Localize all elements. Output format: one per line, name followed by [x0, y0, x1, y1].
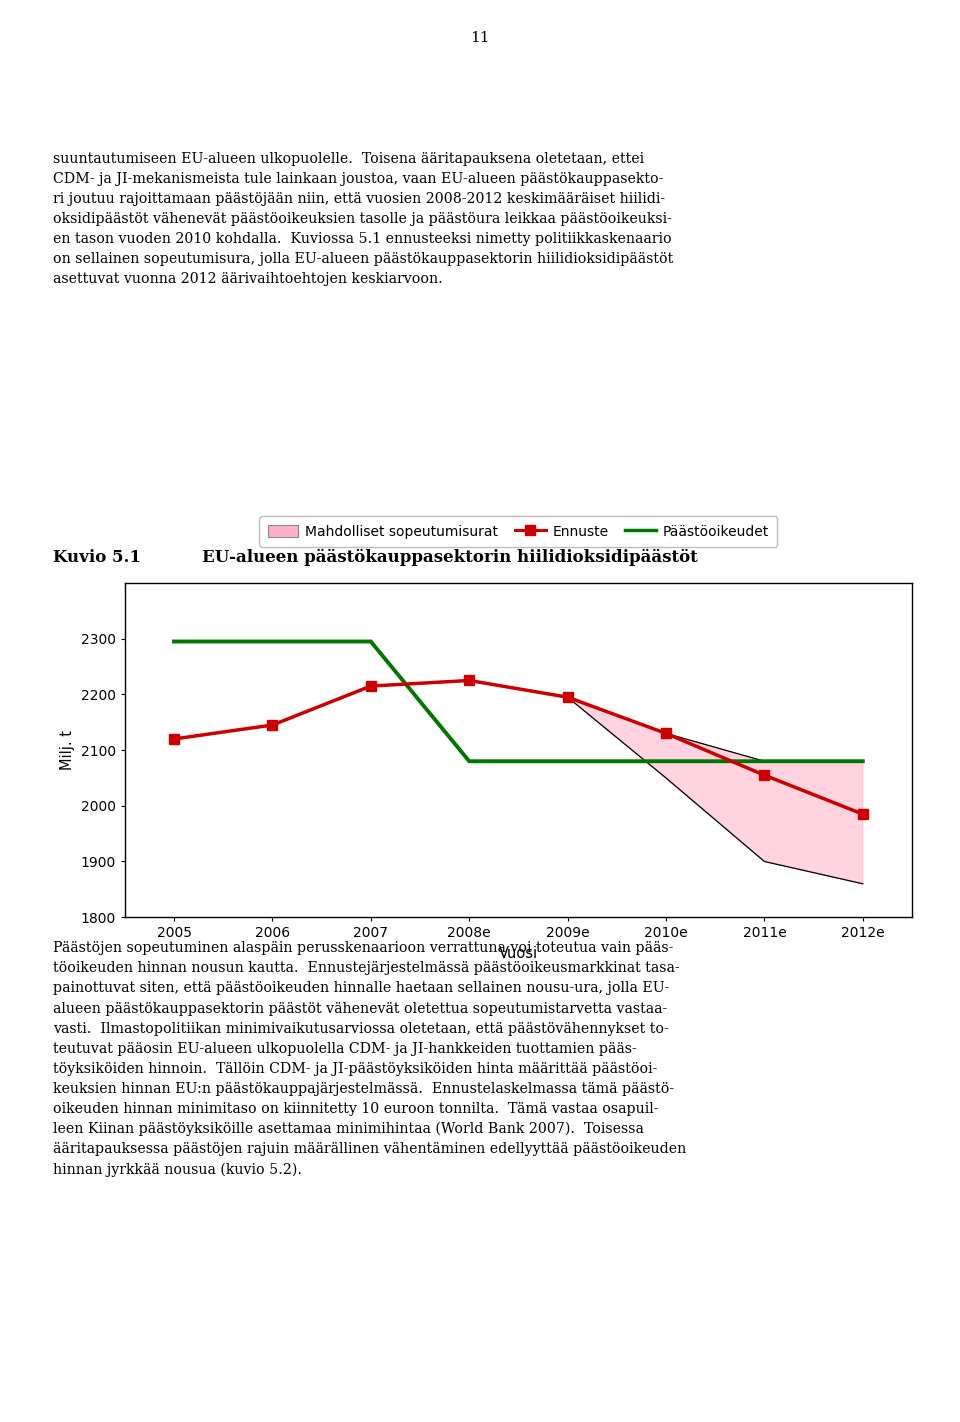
Polygon shape — [567, 697, 863, 884]
Text: Kuvio 5.1: Kuvio 5.1 — [53, 549, 141, 566]
Text: EU-alueen päästökauppasektorin hiilidioksidipäästöt: EU-alueen päästökauppasektorin hiilidiok… — [202, 549, 697, 566]
X-axis label: Vuosi: Vuosi — [499, 946, 538, 961]
Text: 11: 11 — [470, 31, 490, 46]
Legend: Mahdolliset sopeutumisurat, Ennuste, Päästöoikeudet: Mahdolliset sopeutumisurat, Ennuste, Pää… — [259, 516, 778, 547]
Text: suuntautumiseen EU-alueen ulkopuolelle.  Toisena ääritapauksena oletetaan, ettei: suuntautumiseen EU-alueen ulkopuolelle. … — [53, 152, 673, 286]
Text: Päästöjen sopeutuminen alaspäin perusskenaarioon verrattuna voi toteutua vain pä: Päästöjen sopeutuminen alaspäin perusske… — [53, 941, 686, 1177]
Y-axis label: Milj. t: Milj. t — [60, 729, 75, 771]
